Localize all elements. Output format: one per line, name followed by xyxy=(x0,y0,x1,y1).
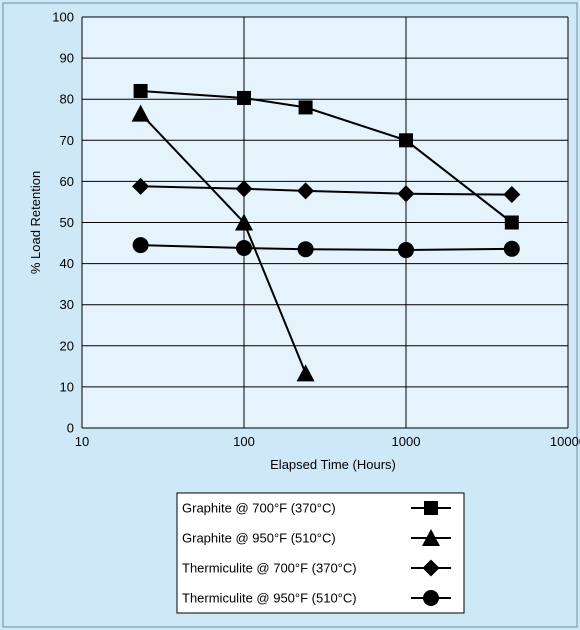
data-point-diamond xyxy=(132,177,150,195)
data-point-circle xyxy=(398,242,414,259)
y-tick-label: 50 xyxy=(60,215,74,230)
legend-box xyxy=(176,492,465,614)
data-point-square xyxy=(504,215,519,230)
y-tick-label: 20 xyxy=(60,338,74,353)
data-point-circle xyxy=(297,241,314,258)
data-point-triangle xyxy=(296,364,315,382)
x-tick-label: 10000 xyxy=(550,434,580,449)
y-tick-label: 10 xyxy=(60,379,74,394)
x-axis-label: Elapsed Time (Hours) xyxy=(270,457,396,472)
data-point-diamond xyxy=(397,185,415,203)
data-point-square xyxy=(237,90,251,105)
legend-label: Graphite @ 950°F (510°C) xyxy=(182,531,336,546)
x-tick-label: 10 xyxy=(75,434,89,449)
y-tick-label: 90 xyxy=(60,51,74,66)
y-tick-label: 100 xyxy=(52,10,74,25)
data-point-triangle xyxy=(235,213,253,231)
y-axis-label: % Load Retention xyxy=(28,171,43,274)
y-tick-label: 40 xyxy=(60,256,74,271)
legend-label: Thermiculite @ 950°F (510°C) xyxy=(182,591,357,606)
legend-label: Graphite @ 700°F (370°C) xyxy=(182,501,336,516)
data-point-diamond xyxy=(235,180,253,198)
x-tick-label: 1000 xyxy=(392,434,421,449)
data-point-triangle xyxy=(131,104,150,122)
data-point-square xyxy=(399,133,413,148)
legend-marker-square xyxy=(424,501,438,515)
legend-marker-diamond xyxy=(422,559,440,577)
data-point-circle xyxy=(132,237,149,254)
y-tick-label: 0 xyxy=(67,421,74,436)
data-point-circle xyxy=(236,239,252,256)
y-tick-label: 80 xyxy=(60,92,74,107)
y-tick-label: 70 xyxy=(60,133,74,148)
legend-label: Thermiculite @ 700°F (370°C) xyxy=(182,561,357,576)
data-point-square xyxy=(298,100,313,115)
legend-marker-circle xyxy=(423,590,439,606)
data-point-diamond xyxy=(503,186,521,204)
y-tick-label: 60 xyxy=(60,174,74,189)
data-point-circle xyxy=(503,240,520,257)
y-tick-label: 30 xyxy=(60,297,74,312)
data-point-square xyxy=(133,83,148,98)
data-point-diamond xyxy=(297,182,315,200)
x-tick-label: 100 xyxy=(233,434,255,449)
legend-marker-triangle xyxy=(422,529,440,546)
